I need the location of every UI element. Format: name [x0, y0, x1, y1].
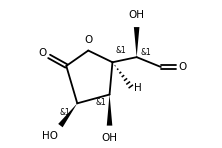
Text: O: O [178, 62, 187, 72]
Text: &1: &1 [115, 46, 126, 56]
Polygon shape [107, 95, 112, 126]
Text: &1: &1 [140, 48, 151, 57]
Text: HO: HO [42, 131, 58, 141]
Polygon shape [58, 103, 77, 127]
Text: &1: &1 [95, 98, 106, 107]
Text: OH: OH [101, 133, 117, 143]
Text: O: O [84, 35, 92, 45]
Text: &1: &1 [60, 108, 71, 118]
Text: OH: OH [129, 10, 145, 20]
Text: O: O [38, 49, 46, 58]
Polygon shape [134, 27, 139, 57]
Text: H: H [135, 83, 142, 93]
